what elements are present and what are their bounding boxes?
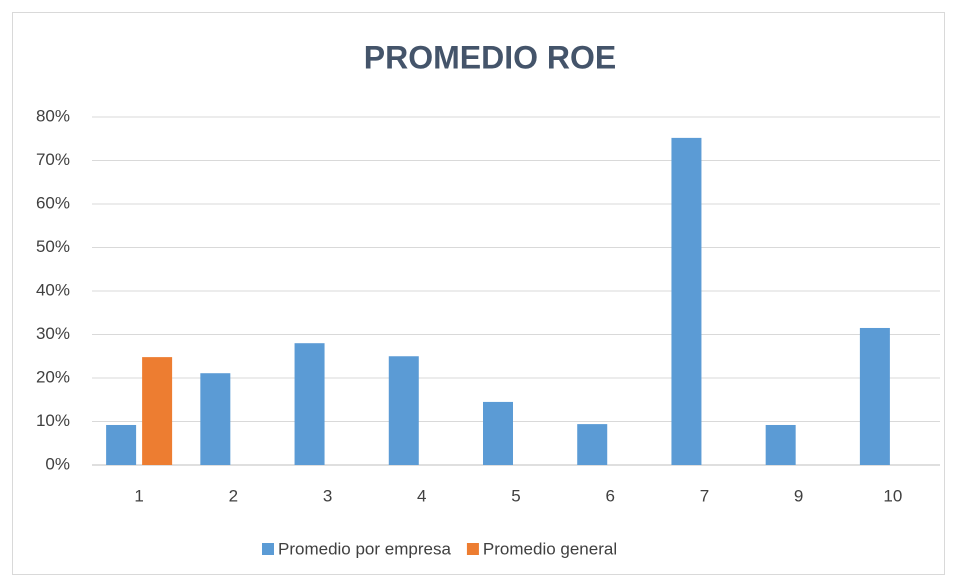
bar (142, 357, 173, 465)
y-tick-label: 80% (36, 106, 70, 125)
bar (483, 401, 513, 465)
x-tick-label: 2 (229, 486, 238, 505)
x-tick-label: 1 (134, 486, 143, 505)
x-tick-label: 5 (511, 486, 520, 505)
y-tick-label: 10% (36, 411, 70, 430)
x-tick-label: 10 (883, 486, 902, 505)
bar (294, 343, 325, 465)
chart-border (12, 12, 945, 575)
bar (765, 424, 796, 465)
x-tick-label: 4 (417, 486, 426, 505)
bar (200, 373, 231, 465)
y-tick-label: 50% (36, 237, 70, 256)
y-tick-label: 70% (36, 150, 70, 169)
legend-label: Promedio por empresa (278, 539, 451, 558)
y-tick-label: 30% (36, 324, 70, 343)
y-tick-label: 40% (36, 280, 70, 299)
y-tick-label: 0% (45, 454, 70, 473)
bar (106, 424, 137, 465)
x-tick-label: 6 (605, 486, 614, 505)
x-tick-label: 9 (794, 486, 803, 505)
x-tick-label: 7 (700, 486, 709, 505)
y-tick-label: 60% (36, 193, 70, 212)
legend-swatch (466, 543, 479, 555)
bar (577, 424, 608, 465)
bar (859, 327, 890, 465)
bar (388, 356, 419, 465)
bar (671, 137, 702, 465)
y-tick-label: 20% (36, 367, 70, 386)
legend-swatch (262, 543, 274, 555)
legend-label: Promedio general (483, 539, 617, 558)
chart-title: PROMEDIO ROE (364, 39, 616, 75)
x-tick-label: 3 (323, 486, 332, 505)
